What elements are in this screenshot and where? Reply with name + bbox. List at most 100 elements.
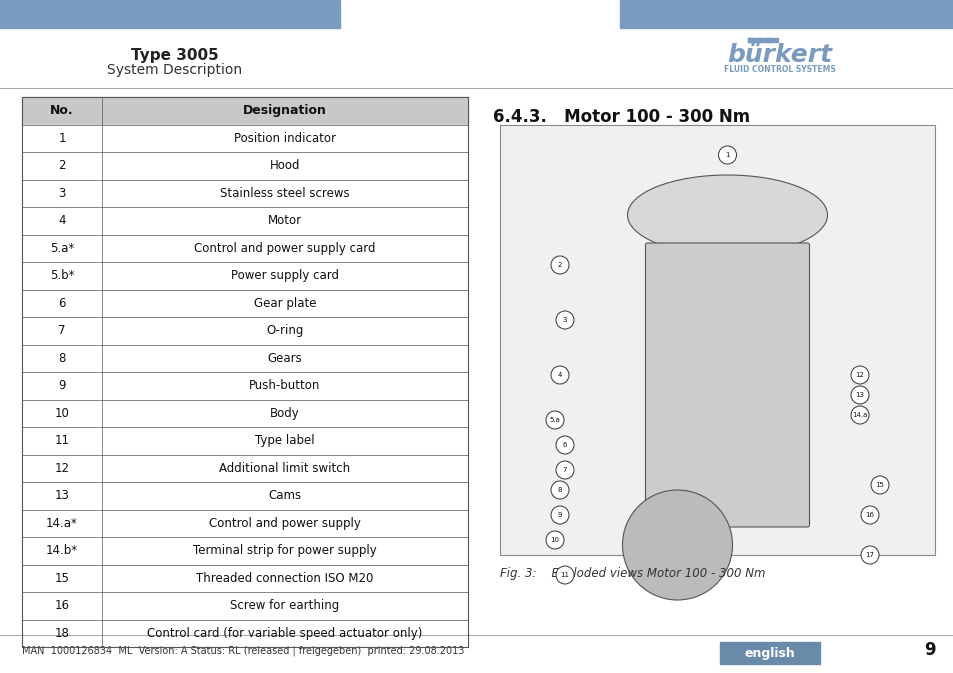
Text: 15: 15 (54, 572, 70, 585)
Text: 5.b*: 5.b* (50, 269, 74, 282)
Circle shape (850, 386, 868, 404)
Bar (720, 642, 820, 664)
Text: 7: 7 (58, 324, 66, 337)
Text: 4: 4 (558, 372, 561, 378)
Ellipse shape (627, 175, 826, 255)
Text: 14.b*: 14.b* (46, 544, 78, 557)
Text: Additional limit switch: Additional limit switch (219, 462, 350, 474)
Bar (22, 97, 468, 125)
Text: No.: No. (51, 104, 73, 117)
Text: 13: 13 (54, 489, 70, 502)
Bar (22, 400, 468, 427)
Text: 11: 11 (560, 572, 569, 578)
Circle shape (545, 411, 563, 429)
Text: 3: 3 (562, 317, 567, 323)
Text: Position indicator: Position indicator (233, 132, 335, 145)
Bar (22, 427, 468, 454)
Text: Body: Body (270, 406, 299, 420)
Circle shape (556, 566, 574, 584)
Circle shape (551, 366, 568, 384)
Circle shape (718, 146, 736, 164)
Text: 9: 9 (558, 512, 561, 518)
Text: bürkert: bürkert (727, 43, 832, 67)
Bar (22, 620, 468, 647)
Text: Cams: Cams (268, 489, 301, 502)
Text: Stainless steel screws: Stainless steel screws (220, 186, 350, 200)
Text: 5.a*: 5.a* (50, 242, 74, 255)
Text: 14.a*: 14.a* (46, 517, 78, 530)
Circle shape (861, 546, 878, 564)
Text: 16: 16 (54, 599, 70, 612)
Bar (747, 38, 778, 42)
Circle shape (545, 531, 563, 549)
Bar (22, 592, 468, 620)
Circle shape (850, 406, 868, 424)
Bar (757, 38, 761, 42)
Bar (22, 262, 468, 289)
Bar (22, 509, 468, 537)
Bar (747, 38, 752, 42)
Text: 16: 16 (864, 512, 874, 518)
Circle shape (556, 436, 574, 454)
Text: Control and power supply: Control and power supply (209, 517, 360, 530)
Text: 6: 6 (562, 442, 567, 448)
Text: MAN  1000126834  ML  Version: A Status: RL (released | freigegeben)  printed: 29: MAN 1000126834 ML Version: A Status: RL … (22, 645, 464, 656)
Bar (619, 0, 953, 28)
Text: Type 3005: Type 3005 (131, 48, 218, 63)
Circle shape (850, 366, 868, 384)
Bar (499, 125, 934, 555)
Bar (22, 289, 468, 317)
Text: 18: 18 (54, 627, 70, 640)
Text: Hood: Hood (270, 160, 300, 172)
Text: Fig. 3:    Exploded views Motor 100 - 300 Nm: Fig. 3: Exploded views Motor 100 - 300 N… (499, 567, 764, 580)
Text: 10: 10 (550, 537, 558, 543)
Text: Power supply card: Power supply card (231, 269, 338, 282)
Bar (22, 482, 468, 509)
Text: 15: 15 (875, 482, 883, 488)
Bar (22, 152, 468, 180)
Circle shape (622, 490, 732, 600)
Text: Designation: Designation (243, 104, 327, 117)
Text: Terminal strip for power supply: Terminal strip for power supply (193, 544, 376, 557)
Text: 12: 12 (54, 462, 70, 474)
Text: Control card (for variable speed actuator only): Control card (for variable speed actuato… (147, 627, 422, 640)
Circle shape (551, 506, 568, 524)
Bar (765, 38, 770, 42)
Bar (22, 565, 468, 592)
Bar (22, 317, 468, 345)
Text: 8: 8 (58, 352, 66, 365)
Text: 9: 9 (923, 641, 935, 659)
Text: Screw for earthing: Screw for earthing (230, 599, 339, 612)
Text: 17: 17 (864, 552, 874, 558)
Text: 2: 2 (558, 262, 561, 268)
Text: 6: 6 (58, 297, 66, 310)
Text: 10: 10 (54, 406, 70, 420)
Text: 11: 11 (54, 434, 70, 448)
Text: Push-button: Push-button (249, 380, 320, 392)
FancyBboxPatch shape (645, 243, 809, 527)
Bar (22, 234, 468, 262)
Bar (22, 207, 468, 234)
Text: Gear plate: Gear plate (253, 297, 315, 310)
Text: 8: 8 (558, 487, 561, 493)
Circle shape (551, 481, 568, 499)
Bar (22, 454, 468, 482)
Circle shape (870, 476, 888, 494)
Text: Control and power supply card: Control and power supply card (194, 242, 375, 255)
Bar (22, 345, 468, 372)
Text: System Description: System Description (108, 63, 242, 77)
Bar (22, 125, 468, 152)
Text: Threaded connection ISO M20: Threaded connection ISO M20 (196, 572, 374, 585)
Bar (22, 537, 468, 565)
Text: 7: 7 (562, 467, 567, 473)
Bar (22, 180, 468, 207)
Circle shape (556, 311, 574, 329)
Bar (0, 0, 339, 28)
Text: 6.4.3.   Motor 100 - 300 Nm: 6.4.3. Motor 100 - 300 Nm (493, 108, 749, 126)
Text: 13: 13 (855, 392, 863, 398)
Circle shape (556, 461, 574, 479)
Text: 1: 1 (58, 132, 66, 145)
Text: Gears: Gears (268, 352, 302, 365)
Text: 5.a: 5.a (549, 417, 559, 423)
Text: english: english (744, 647, 795, 660)
